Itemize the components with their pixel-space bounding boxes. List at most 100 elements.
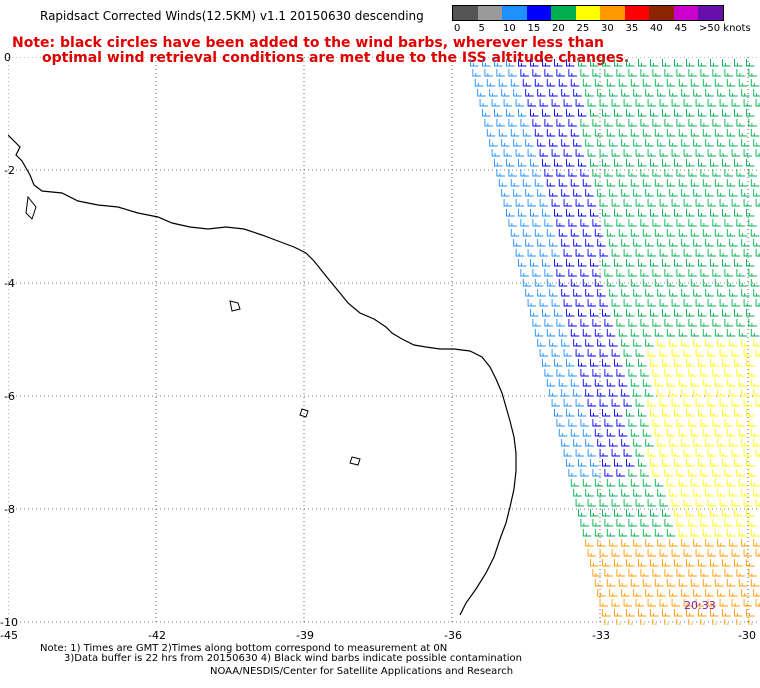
wind-barb — [671, 599, 681, 607]
wind-barb — [633, 239, 642, 247]
wind-barb — [606, 329, 616, 337]
wind-barb — [606, 179, 616, 187]
island-1 — [25, 195, 37, 220]
wind-barb — [647, 549, 657, 557]
color-scale-label-6: 30 — [601, 23, 614, 34]
wind-barb — [645, 439, 654, 447]
wind-barb — [599, 199, 609, 207]
wind-barb — [479, 99, 489, 107]
wind-barb — [707, 149, 717, 157]
wind-barb — [563, 399, 573, 407]
wind-barb — [726, 79, 736, 87]
wind-barb — [494, 159, 503, 167]
wind-barb — [671, 399, 681, 407]
wind-barb — [698, 59, 707, 67]
wind-barb — [542, 59, 551, 67]
wind-barb — [527, 99, 537, 107]
wind-barb — [592, 419, 601, 427]
wind-barb — [623, 249, 633, 257]
wind-barb — [570, 129, 580, 137]
wind-barb — [746, 359, 755, 367]
wind-barb — [729, 189, 738, 197]
wind-barb — [578, 59, 587, 67]
wind-barb — [556, 169, 565, 177]
wind-barb — [623, 349, 633, 357]
wind-barb — [597, 489, 606, 497]
wind-barb — [621, 389, 630, 397]
wind-barb — [671, 449, 681, 457]
lon-label-30: -30 — [738, 629, 756, 642]
wind-barb — [496, 169, 505, 177]
wind-barb — [736, 69, 745, 77]
wind-barb — [724, 469, 733, 477]
wind-barb — [525, 189, 534, 197]
wind-barb — [671, 499, 681, 507]
wind-barb — [743, 449, 753, 457]
wind-barb — [554, 59, 563, 67]
wind-barb — [566, 109, 575, 117]
wind-barb — [566, 59, 575, 67]
wind-barb — [599, 449, 609, 457]
wind-barb — [657, 239, 666, 247]
wind-barb — [544, 319, 553, 327]
wind-barb — [515, 99, 525, 107]
wind-barb — [621, 89, 630, 97]
wind-barb — [719, 549, 729, 557]
wind-barb — [604, 169, 613, 177]
wind-barb — [690, 379, 700, 387]
wind-barb — [570, 479, 580, 487]
wind-barb — [582, 529, 592, 537]
wind-barb — [506, 159, 515, 167]
wind-barb — [537, 139, 546, 147]
wind-barb — [650, 609, 659, 617]
wind-barb — [630, 329, 640, 337]
wind-barb — [748, 219, 757, 227]
wind-barb — [513, 189, 522, 197]
wind-barb — [645, 89, 654, 97]
wind-barb — [534, 129, 544, 137]
wind-barb — [621, 289, 630, 297]
wind-barb — [734, 609, 743, 617]
wind-barb — [714, 479, 724, 487]
wind-barb — [606, 279, 616, 287]
wind-barb — [626, 359, 635, 367]
wind-barb — [611, 349, 621, 357]
wind-barb — [722, 109, 731, 117]
wind-barb — [640, 419, 649, 427]
wind-barb — [582, 429, 592, 437]
wind-barb — [575, 449, 585, 457]
wind-barb — [537, 89, 546, 97]
wind-barb — [635, 549, 645, 557]
wind-barb — [702, 529, 712, 537]
wind-barb — [702, 129, 712, 137]
wind-barb — [582, 229, 592, 237]
wind-barb — [626, 609, 635, 617]
wind-barb — [618, 179, 628, 187]
wind-barb — [510, 129, 520, 137]
wind-barb — [549, 189, 558, 197]
wind-barb — [748, 269, 757, 277]
wind-barb — [494, 59, 503, 67]
wind-barb — [580, 269, 589, 277]
wind-barb — [515, 149, 525, 157]
wind-barb — [731, 199, 741, 207]
coastline — [7, 134, 517, 616]
wind-barb — [604, 369, 613, 377]
wind-barb — [573, 339, 582, 347]
wind-barb — [717, 389, 726, 397]
wind-barb — [705, 139, 714, 147]
wind-barb — [722, 59, 731, 67]
wind-barb — [722, 209, 731, 217]
wind-barb — [746, 209, 755, 217]
wind-barb — [554, 159, 563, 167]
wind-barb — [546, 379, 556, 387]
wind-barb — [645, 239, 654, 247]
wind-barb — [546, 129, 556, 137]
wind-barb — [698, 159, 707, 167]
wind-barb — [642, 179, 652, 187]
wind-barb — [707, 549, 717, 557]
wind-barb — [621, 489, 630, 497]
wind-barb — [678, 479, 688, 487]
wind-barb — [743, 299, 753, 307]
wind-barb — [734, 159, 743, 167]
